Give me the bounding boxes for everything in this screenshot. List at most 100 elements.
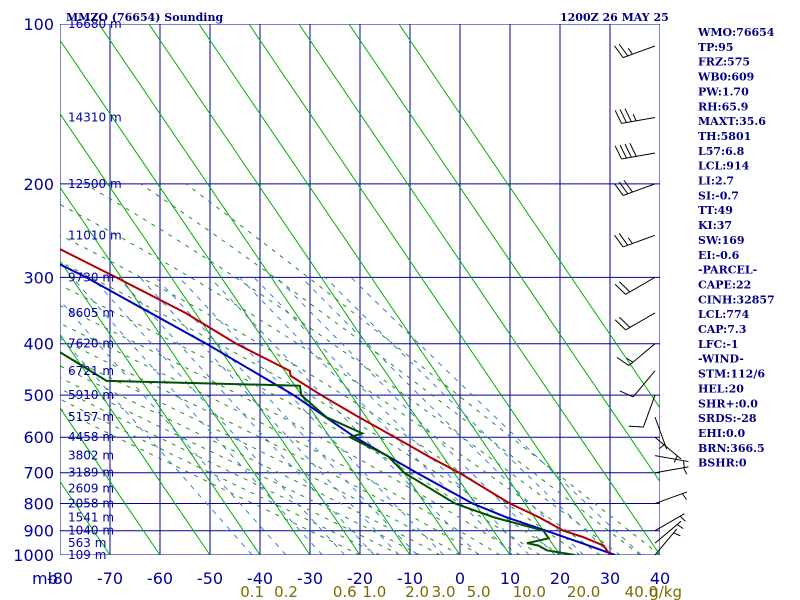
dewpoint-trace-line <box>60 350 576 555</box>
wind-barb <box>654 513 686 532</box>
temperature-trace-line <box>60 247 611 555</box>
pressure-tick-label: 600 <box>23 428 54 447</box>
wind-barb <box>614 233 656 248</box>
mixing-ratio-tick-label: 0.2 <box>274 583 298 600</box>
wind-barb <box>614 143 656 160</box>
isotherm-line <box>148 24 511 555</box>
index-line: CAP:7.3 <box>698 323 746 336</box>
temperature-tick-label: -10 <box>397 569 423 588</box>
isotherm-line <box>0 24 10 555</box>
index-line: PW:1.70 <box>698 85 749 98</box>
index-line: SRDS:-28 <box>698 412 757 425</box>
wind-barb <box>614 276 656 295</box>
temperature-tick-label: 30 <box>600 569 620 588</box>
mixing-ratio-tick-label: 5.0 <box>467 583 491 600</box>
index-line: -WIND- <box>698 353 744 366</box>
mixing-ratio-line <box>139 277 400 555</box>
height-label: 2609 m <box>68 482 114 496</box>
mixing-ratio-tick-label: 20.0 <box>567 583 600 600</box>
isotherm-line <box>60 186 311 555</box>
wind-barb <box>614 108 656 124</box>
wind-barb <box>614 43 656 59</box>
temperature-tick-label: -40 <box>247 569 273 588</box>
wind-barb <box>614 312 656 331</box>
height-label: 12500 m <box>68 177 122 191</box>
isotherm-line <box>298 24 660 555</box>
index-line: SHR+:0.0 <box>698 397 758 410</box>
isotherm-line <box>98 24 461 555</box>
wind-barb <box>654 520 684 544</box>
height-label: 3189 m <box>68 466 114 480</box>
height-label: 11010 m <box>68 228 122 242</box>
plot-area <box>0 24 660 555</box>
temperature-tick-label: 40 <box>650 569 670 588</box>
height-label: 5910 m <box>68 388 114 402</box>
temperature-tick-label: -80 <box>47 569 73 588</box>
pressure-tick-label: 800 <box>23 495 54 514</box>
index-line: CINH:32857 <box>698 293 775 306</box>
index-line: WB0:609 <box>697 71 754 84</box>
pressure-tick-label: 200 <box>23 175 54 194</box>
index-line: CAPE:22 <box>698 278 751 291</box>
wind-barb <box>654 436 682 463</box>
wind-barb <box>616 343 656 366</box>
mixing-ratio-line <box>239 277 513 555</box>
wind-barb <box>628 394 656 428</box>
station-title: MMZO (76654) Sounding <box>66 11 223 24</box>
pressure-tick-label: 1000 <box>13 546 54 565</box>
pressure-tick-label: 300 <box>23 268 54 287</box>
isotherm-line <box>60 39 411 555</box>
isotherm-line <box>60 259 261 555</box>
index-line: SW:169 <box>698 234 745 247</box>
mixing-ratio-line <box>300 277 584 555</box>
height-label: 563 m <box>68 536 106 550</box>
moist-adiabat-line <box>60 322 501 555</box>
height-label: 6721 m <box>68 364 114 378</box>
isotherm-line <box>60 333 211 555</box>
index-line: LCL:914 <box>698 160 750 173</box>
index-line: -PARCEL- <box>698 264 757 277</box>
temperature-tick-label: -70 <box>97 569 123 588</box>
index-line: L57:6.8 <box>698 145 745 158</box>
isotherm-line <box>198 24 561 555</box>
height-label: 3802 m <box>68 449 114 463</box>
mixing-ratio-tick-label: 2.0 <box>405 583 429 600</box>
index-line: TH:5801 <box>698 130 751 143</box>
index-line: FRZ:575 <box>698 56 750 69</box>
height-label: 1541 m <box>68 511 114 525</box>
mixing-ratio-line <box>276 277 556 555</box>
moist-adiabat-line <box>60 398 381 555</box>
pressure-tick-label: 400 <box>23 335 54 354</box>
index-line: STM:112/6 <box>698 368 765 381</box>
moist-adiabat-line <box>60 261 561 555</box>
mixing-ratio-line <box>178 277 444 555</box>
isotherm-line <box>60 407 161 555</box>
height-label: 1040 m <box>68 524 114 538</box>
mixing-ratio-tick-label: 1.0 <box>362 583 386 600</box>
pressure-unit-label: mb <box>32 569 58 588</box>
mixing-ratio-line <box>91 277 346 555</box>
mixing-ratio-unit-label: g/kg <box>649 583 682 600</box>
height-label: 14310 m <box>68 111 122 125</box>
mixing-ratio-line <box>350 277 642 555</box>
moist-adiabat-line <box>60 377 421 555</box>
pressure-tick-label: 500 <box>23 386 54 405</box>
height-label: 16680 m <box>68 17 122 31</box>
mixing-ratio-tick-label: 10.0 <box>513 583 546 600</box>
index-line: KI:37 <box>698 219 732 232</box>
index-line: BSHR:0 <box>698 457 747 470</box>
index-line: TT:49 <box>698 204 733 217</box>
temperature-tick-label: 20 <box>550 569 570 588</box>
wind-barb <box>614 179 656 196</box>
mixing-ratio-line <box>324 277 612 555</box>
index-line: RH:65.9 <box>698 100 748 113</box>
wind-barbs <box>614 43 689 556</box>
temperature-tick-label: -60 <box>147 569 173 588</box>
index-line: WMO:76654 <box>697 26 775 39</box>
height-label: 7620 m <box>68 337 114 351</box>
isotherm-line <box>398 24 660 409</box>
index-line: TP:95 <box>698 41 733 54</box>
